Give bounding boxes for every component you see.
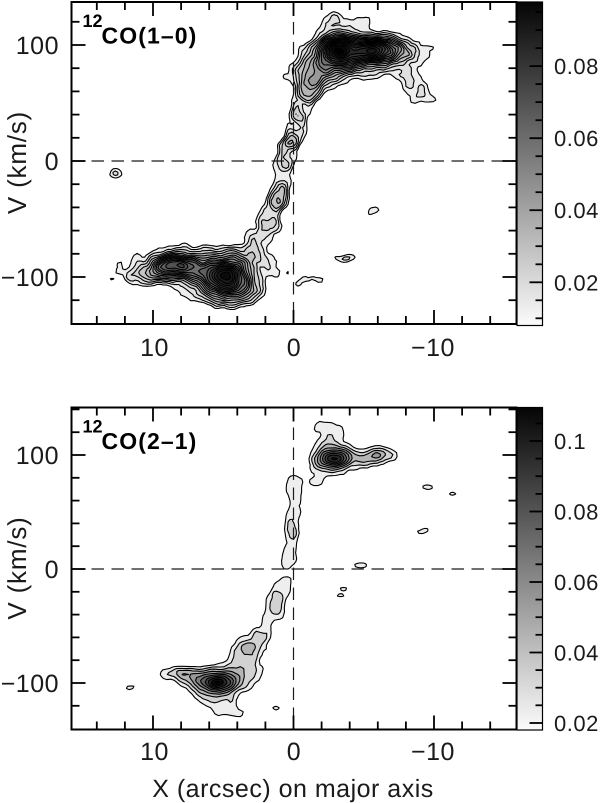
svg-text:CO(1–0): CO(1–0) xyxy=(102,23,198,49)
svg-text:0.04: 0.04 xyxy=(554,198,599,223)
svg-text:12: 12 xyxy=(83,11,103,31)
svg-text:V (km/s): V (km/s) xyxy=(2,516,32,619)
svg-text:100: 100 xyxy=(16,32,59,60)
svg-text:0.04: 0.04 xyxy=(554,641,599,666)
svg-text:0.06: 0.06 xyxy=(554,570,599,595)
svg-text:100: 100 xyxy=(16,442,59,470)
svg-text:−100: −100 xyxy=(1,264,59,292)
svg-text:0: 0 xyxy=(45,148,59,176)
svg-text:0: 0 xyxy=(45,556,59,584)
svg-text:−100: −100 xyxy=(1,670,59,698)
svg-text:0.08: 0.08 xyxy=(554,54,599,79)
svg-text:0.02: 0.02 xyxy=(554,270,599,295)
svg-text:X (arcsec) on major axis: X (arcsec) on major axis xyxy=(152,775,434,803)
svg-text:0.02: 0.02 xyxy=(554,711,599,736)
svg-text:−10: −10 xyxy=(411,334,455,362)
svg-text:0: 0 xyxy=(287,334,301,362)
svg-text:10: 10 xyxy=(140,738,169,766)
svg-text:0.06: 0.06 xyxy=(554,126,599,151)
svg-text:0.1: 0.1 xyxy=(554,429,586,454)
svg-text:0: 0 xyxy=(287,738,301,766)
svg-text:10: 10 xyxy=(140,334,169,362)
svg-text:−10: −10 xyxy=(411,738,455,766)
svg-text:12: 12 xyxy=(83,417,103,437)
svg-text:V (km/s): V (km/s) xyxy=(2,111,32,214)
svg-text:CO(2–1): CO(2–1) xyxy=(102,428,198,454)
svg-text:0.08: 0.08 xyxy=(554,500,599,525)
